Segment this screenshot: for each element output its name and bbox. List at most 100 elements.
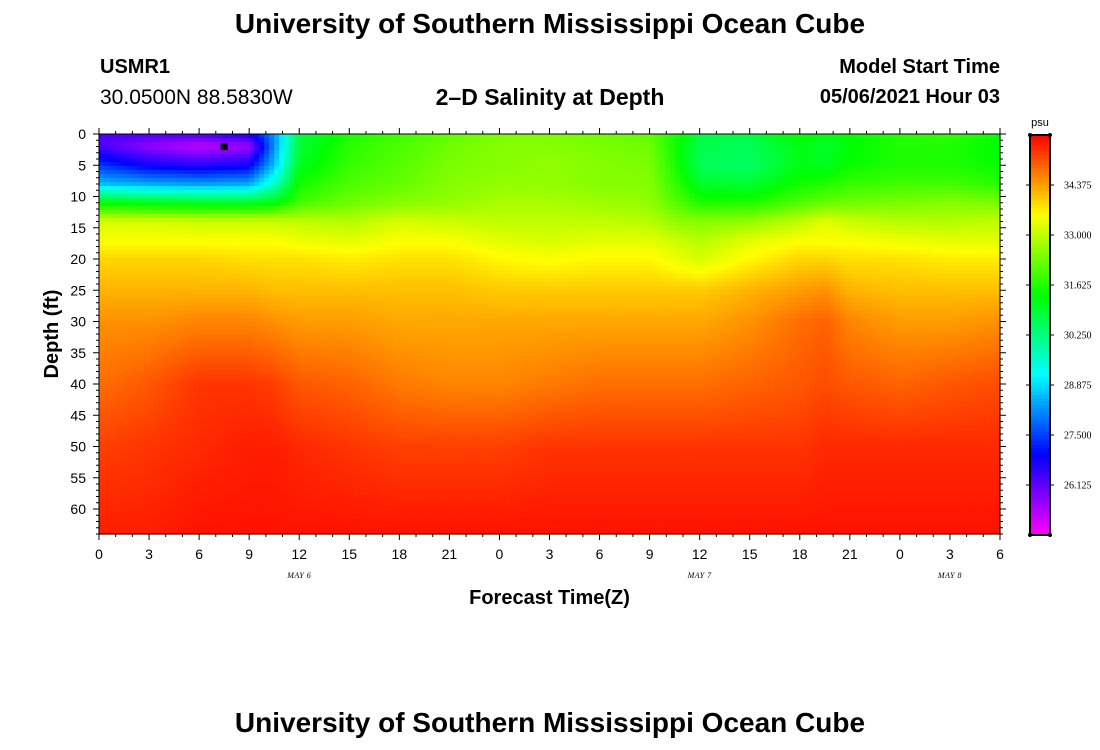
heatmap-cell	[730, 150, 736, 155]
heatmap-cell	[454, 138, 460, 143]
heatmap-cell	[154, 154, 160, 159]
heatmap-cell	[354, 166, 360, 171]
heatmap-cell	[134, 150, 140, 155]
heatmap-cell	[359, 138, 365, 143]
heatmap-cell	[735, 138, 741, 143]
heatmap-cell	[775, 142, 781, 147]
heatmap-cell	[369, 174, 375, 179]
heatmap-cell	[565, 174, 571, 179]
heatmap-cell	[750, 174, 756, 179]
heatmap-cell	[249, 150, 255, 155]
heatmap-cell	[990, 142, 996, 147]
heatmap-cell	[459, 134, 465, 139]
heatmap-cell	[99, 174, 105, 179]
heatmap-cell	[805, 134, 811, 139]
heatmap-cell	[329, 138, 335, 143]
heatmap-cell	[845, 138, 851, 143]
heatmap-cell	[434, 134, 440, 139]
heatmap-cell	[259, 138, 265, 143]
heatmap-cell	[309, 150, 315, 155]
heatmap-cell	[284, 166, 290, 171]
heatmap-cell	[179, 138, 185, 143]
heatmap-cell	[790, 138, 796, 143]
heatmap-cell	[479, 146, 485, 151]
heatmap-cell	[234, 178, 240, 183]
heatmap-cell	[364, 178, 370, 183]
heatmap-cell	[149, 166, 155, 171]
heatmap-cell	[880, 150, 886, 155]
heatmap-cell	[755, 162, 761, 167]
heatmap-cell	[890, 138, 896, 143]
heatmap-cell	[394, 142, 400, 147]
heatmap-cell	[935, 154, 941, 159]
heatmap-cell	[154, 162, 160, 167]
heatmap-cell	[534, 166, 540, 171]
heatmap-cell	[504, 170, 510, 175]
heatmap-cell	[890, 170, 896, 175]
heatmap-cell	[750, 134, 756, 139]
heatmap-cell	[379, 142, 385, 147]
heatmap-cell	[214, 150, 220, 155]
heatmap-cell	[189, 142, 195, 147]
heatmap-cell	[204, 170, 210, 175]
heatmap-cell	[379, 162, 385, 167]
heatmap-cell	[590, 170, 596, 175]
heatmap-cell	[339, 170, 345, 175]
heatmap-cell	[529, 170, 535, 175]
heatmap-cell	[975, 174, 981, 179]
heatmap-cell	[760, 142, 766, 147]
heatmap-cell	[384, 174, 390, 179]
heatmap-cell	[339, 146, 345, 151]
heatmap-cell	[785, 134, 791, 139]
heatmap-cell	[920, 150, 926, 155]
heatmap-cell	[575, 154, 581, 159]
heatmap-cell	[104, 150, 110, 155]
heatmap-cell	[840, 142, 846, 147]
heatmap-cell	[474, 134, 480, 139]
heatmap-cell	[990, 158, 996, 163]
heatmap-cell	[204, 138, 210, 143]
heatmap-cell	[710, 166, 716, 171]
heatmap-cell	[469, 150, 475, 155]
heatmap-cell	[605, 134, 611, 139]
heatmap-cell	[429, 162, 435, 167]
heatmap-cell	[925, 142, 931, 147]
heatmap-cell	[324, 170, 330, 175]
heatmap-cell	[970, 154, 976, 159]
heatmap-cell	[494, 142, 500, 147]
heatmap-cell	[945, 150, 951, 155]
heatmap-cell	[424, 162, 430, 167]
heatmap-cell	[379, 146, 385, 151]
heatmap-cell	[885, 146, 891, 151]
heatmap-cell	[359, 178, 365, 183]
heatmap-cell	[735, 134, 741, 139]
heatmap-cell	[980, 138, 986, 143]
heatmap-cell	[274, 158, 280, 163]
heatmap-cell	[534, 178, 540, 183]
heatmap-cell	[590, 138, 596, 143]
heatmap-cell	[640, 138, 646, 143]
heatmap-cell	[264, 178, 270, 183]
heatmap-cell	[519, 150, 525, 155]
heatmap-cell	[519, 174, 525, 179]
heatmap-cell	[595, 134, 601, 139]
heatmap-cell	[855, 166, 861, 171]
heatmap-cell	[560, 178, 566, 183]
heatmap-cell	[935, 146, 941, 151]
heatmap-cell	[935, 150, 941, 155]
heatmap-cell	[439, 154, 445, 159]
heatmap-cell	[269, 146, 275, 151]
heatmap-cell	[439, 178, 445, 183]
heatmap-cell	[805, 150, 811, 155]
heatmap-cell	[685, 154, 691, 159]
heatmap-cell	[925, 146, 931, 151]
heatmap-cell	[419, 158, 425, 163]
heatmap-cell	[940, 146, 946, 151]
heatmap-cell	[990, 166, 996, 171]
heatmap-cell	[615, 174, 621, 179]
heatmap-cell	[189, 178, 195, 183]
heatmap-cell	[555, 178, 561, 183]
heatmap-cell	[560, 150, 566, 155]
heatmap-cell	[615, 162, 621, 167]
heatmap-cell	[384, 142, 390, 147]
